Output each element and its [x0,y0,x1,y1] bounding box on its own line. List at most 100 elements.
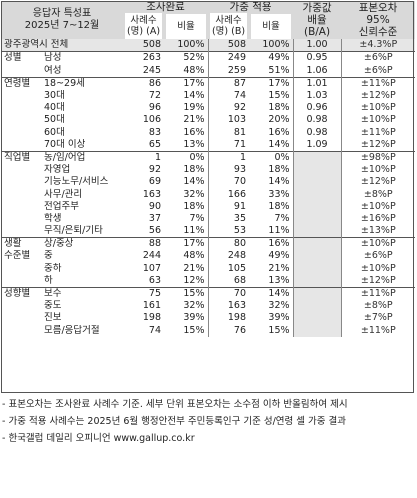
header-cases-b-text: 사례수 (명) (B) [210,13,248,40]
header-cases-a-text: 사례수 (명) (A) [125,13,162,40]
table-row: 40대 96 19% 92 18% 0.96 ±10%P [1,102,416,115]
cases-b-value: 248 [207,250,250,263]
sampling-error-value: ±7%P [340,312,416,325]
row-label: 학생 [44,212,62,224]
row-group-label [1,300,41,312]
ratio-b-value: 7% [274,212,290,224]
row-group-label [1,213,41,225]
table-body: 광주광역시 전체 508 100% 508 100% 1.00 ±4.3%P 성별 남성 263 5… [1,39,416,337]
cases-b-value: 105 [207,262,250,275]
cases-a-value: 161 [142,300,161,312]
ratio-b-value: 100% [249,39,294,52]
ratio-a-value: 17% [164,237,209,251]
row-group-label: 성향별 [1,286,41,301]
table-row: 하 63 12% 68 13% ±12%P [1,274,416,288]
weight-ratio-value [292,324,342,337]
ratio-a-value: 16% [183,126,205,138]
row-label: 중 [44,250,53,262]
sampling-error-value: ±10%P [340,164,416,177]
ratio-a-value: 21% [183,262,205,274]
ratio-b-value: 39% [268,312,290,324]
cases-b-value: 76 [207,324,250,337]
row-group-label: 수준별 [4,250,31,262]
sampling-error-value: ±8%P [340,300,416,313]
weight-ratio-value: 1.00 [292,39,342,52]
weight-ratio-value [292,164,342,177]
sampling-error-value: ±12%P [340,138,416,152]
cases-a-value: 56 [148,225,161,237]
weight-ratio-value [292,212,342,225]
ratio-b-value: 16% [249,237,294,251]
cases-a-value: 69 [148,176,161,188]
header-row-2: 사례수 (명) (A) 비율 사례수 (명) (B) 비율 [1,13,415,40]
ratio-a-value: 18% [183,200,205,212]
cases-a-value: 75 [123,286,164,301]
table-row: 학생 37 7% 35 7% ±16%P [1,212,416,225]
ratio-b-value: 16% [268,126,290,138]
ratio-a-value: 48% [183,64,205,76]
header-sampling-error: 표본오차 95% 신뢰수준 [341,1,416,40]
row-group-label: 연령별 [1,76,41,90]
row-label: 기능노무/서비스 [44,176,109,188]
cases-a-value: 1 [123,150,164,165]
weight-ratio-value: 0.98 [292,126,342,139]
ratio-a-value: 12% [183,274,205,286]
weight-ratio-value [292,262,342,275]
cases-b-value: 259 [207,64,250,78]
weight-ratio-value [292,225,342,238]
weight-ratio-value [292,286,342,301]
cases-b-value: 81 [207,126,250,139]
cases-a-value: 106 [142,114,161,126]
row-group-label: 성별 [1,51,41,65]
ratio-b-value: 17% [249,76,294,90]
ratio-a-value: 7% [189,212,205,224]
row-group-label [1,139,41,152]
weight-ratio-value: 1.09 [292,138,342,152]
ratio-b-value: 15% [268,90,290,102]
cases-a-value: 65 [148,138,161,150]
ratio-b-value: 49% [249,51,294,65]
header-ratio-a-text: 비율 [166,13,207,39]
ratio-b-value: 18% [268,102,290,114]
ratio-a-value: 52% [164,51,209,65]
ratio-b-value: 20% [268,114,290,126]
weight-ratio-value: 0.96 [292,102,342,115]
row-group-label [1,127,41,139]
sampling-error-value: ±10%P [340,237,416,251]
ratio-a-value: 21% [183,114,205,126]
weight-ratio-value [292,250,342,263]
table-row: 60대 83 16% 81 16% 0.98 ±11%P [1,126,416,139]
table-row: 모름/응답거절 74 15% 76 15% ±11%P [1,324,416,337]
ratio-a-value: 100% [164,39,209,52]
cases-a-value: 263 [123,51,164,65]
ratio-a-value: 32% [183,300,205,312]
row-label: 하 [44,274,53,286]
row-group-label: 직업별 [1,150,41,165]
row-group-label [1,275,41,288]
row-label: 상/중상 [41,237,123,251]
sampling-error-value: ±11%P [340,76,416,90]
table-row: 수준별 중 244 48% 248 49% ±6%P [1,250,416,263]
cases-a-value: 83 [148,126,161,138]
cases-b-value: 74 [207,89,250,103]
ratio-a-value: 13% [183,138,205,150]
header-weight-ratio-text: 가중값 배율 (B/A) [302,2,332,39]
header-respondent-cell: 응답자 특성표 2025년 7~12월 [1,1,123,40]
cases-a-value: 96 [148,102,161,114]
table-row: 성향별 보수 75 15% 70 14% ±11%P [1,286,416,301]
row-group-label [1,312,41,324]
ratio-b-value: 13% [268,274,290,286]
sampling-error-value: ±98%P [340,150,416,165]
sampling-error-value: ±10%P [340,262,416,275]
cases-a-value: 245 [142,64,161,76]
row-label: 모름/응답거절 [44,324,100,336]
sampling-error-value: ±8%P [340,188,416,201]
cases-a-value: 508 [123,39,164,52]
sampling-error-value: ±6%P [340,64,416,78]
cases-b-value: 87 [207,76,250,90]
cases-b-value: 163 [207,300,250,313]
row-label: 여성 [44,64,62,76]
row-label: 농/임/어업 [41,150,123,165]
row-group-label [1,114,41,126]
ratio-b-value: 21% [268,262,290,274]
